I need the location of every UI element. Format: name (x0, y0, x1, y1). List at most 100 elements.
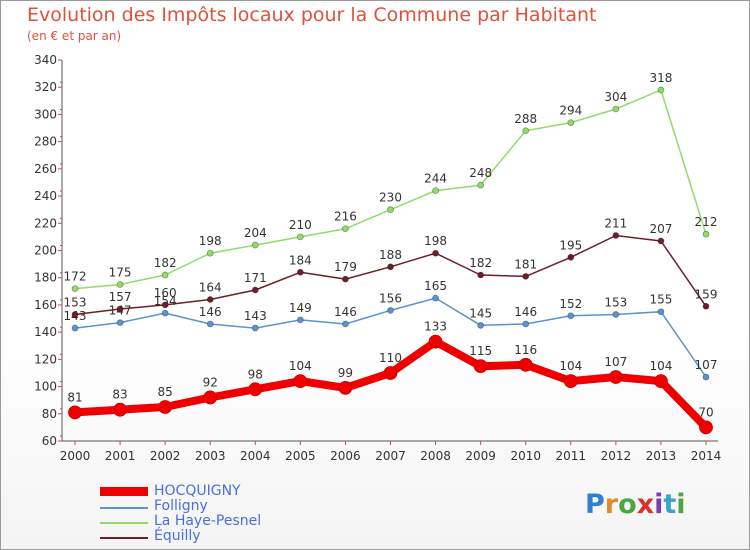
data-label: 159 (695, 287, 718, 301)
data-point (477, 271, 485, 279)
data-label: 146 (334, 305, 357, 319)
data-label: 92 (203, 375, 218, 389)
data-point (293, 374, 308, 389)
y-tick-label: 160 (34, 298, 57, 312)
data-label: 157 (109, 290, 132, 304)
data-label: 104 (289, 359, 312, 373)
logo-letter: t (663, 489, 677, 520)
data-point (387, 263, 394, 271)
data-label: 104 (649, 359, 672, 373)
y-tick-label: 220 (34, 216, 57, 230)
data-label: 318 (649, 71, 672, 85)
data-point (206, 249, 214, 257)
data-label: 107 (604, 355, 627, 369)
data-point (68, 405, 82, 420)
data-point (612, 105, 620, 113)
data-point (113, 402, 127, 417)
x-tick-label: 2012 (601, 449, 632, 463)
y-tick-label: 340 (34, 53, 57, 67)
x-tick-label: 2006 (330, 449, 361, 463)
data-point (116, 305, 124, 313)
data-point (563, 374, 578, 389)
data-label: 152 (559, 297, 582, 311)
data-label: 115 (469, 344, 492, 358)
data-point (432, 294, 439, 302)
data-point (71, 285, 79, 293)
data-label: 160 (154, 286, 177, 300)
data-point (657, 237, 665, 245)
data-point (567, 119, 575, 126)
data-point (657, 86, 665, 94)
data-label: 110 (379, 351, 402, 365)
data-point (296, 316, 304, 324)
data-label: 81 (67, 390, 82, 404)
data-point (342, 275, 349, 283)
proxiti-logo: Proxiti (585, 489, 686, 520)
x-tick-label: 2002 (150, 449, 181, 463)
data-point (251, 324, 259, 332)
data-label: 107 (695, 358, 718, 372)
data-point (477, 181, 485, 189)
data-label: 184 (289, 253, 312, 267)
data-point (522, 127, 530, 135)
data-label: 204 (244, 226, 267, 240)
x-tick-label: 2001 (105, 449, 136, 463)
logo-letter: x (636, 489, 655, 520)
data-label: 143 (244, 309, 267, 323)
data-point (612, 232, 620, 239)
data-point (432, 249, 439, 257)
logo-letter: r (604, 489, 619, 520)
data-point (158, 400, 173, 414)
data-point (71, 311, 79, 318)
data-point (71, 324, 79, 332)
data-point (296, 233, 304, 241)
data-label: 104 (559, 359, 582, 373)
x-tick-label: 2000 (60, 449, 91, 463)
data-point (699, 420, 713, 435)
legend-label: La Haye-Pesnel (154, 513, 262, 529)
y-tick-label: 60 (42, 434, 57, 448)
data-label: 188 (379, 248, 402, 262)
data-point (657, 308, 665, 316)
y-tick-label: 200 (34, 244, 57, 258)
data-point (387, 306, 394, 314)
data-label: 155 (649, 293, 672, 307)
data-label: 179 (334, 260, 357, 274)
x-tick-label: 2010 (510, 449, 541, 463)
y-tick-label: 120 (34, 352, 57, 366)
data-label: 153 (64, 295, 87, 309)
data-point (161, 309, 169, 317)
data-point (567, 312, 575, 320)
data-point (383, 366, 398, 380)
legend-label: Équilly (154, 528, 201, 544)
legend-swatch (100, 487, 148, 496)
data-label: 145 (469, 306, 492, 320)
data-point (338, 381, 353, 395)
data-label: 198 (199, 234, 222, 248)
data-point (654, 374, 668, 389)
y-tick-label: 300 (34, 107, 57, 121)
data-label: 146 (199, 305, 222, 319)
data-point (116, 319, 124, 327)
data-point (522, 320, 530, 328)
data-label: 70 (698, 405, 713, 419)
x-tick-label: 2009 (465, 449, 496, 463)
chart-title: Evolution des Impôts locaux pour la Comm… (27, 4, 597, 26)
data-label: 195 (559, 238, 582, 252)
data-label: 304 (604, 90, 627, 104)
data-point (206, 296, 214, 303)
y-tick-label: 260 (34, 162, 57, 176)
legend-swatch (100, 537, 148, 539)
x-tick-label: 2014 (691, 449, 722, 463)
x-tick-label: 2005 (285, 449, 316, 463)
data-label: 182 (469, 256, 492, 270)
data-point (473, 359, 488, 374)
y-tick-label: 320 (34, 80, 57, 94)
x-tick-label: 2013 (646, 449, 677, 463)
data-point (522, 272, 530, 280)
data-point (702, 302, 710, 310)
data-label: 116 (514, 343, 537, 357)
data-point (518, 357, 533, 372)
